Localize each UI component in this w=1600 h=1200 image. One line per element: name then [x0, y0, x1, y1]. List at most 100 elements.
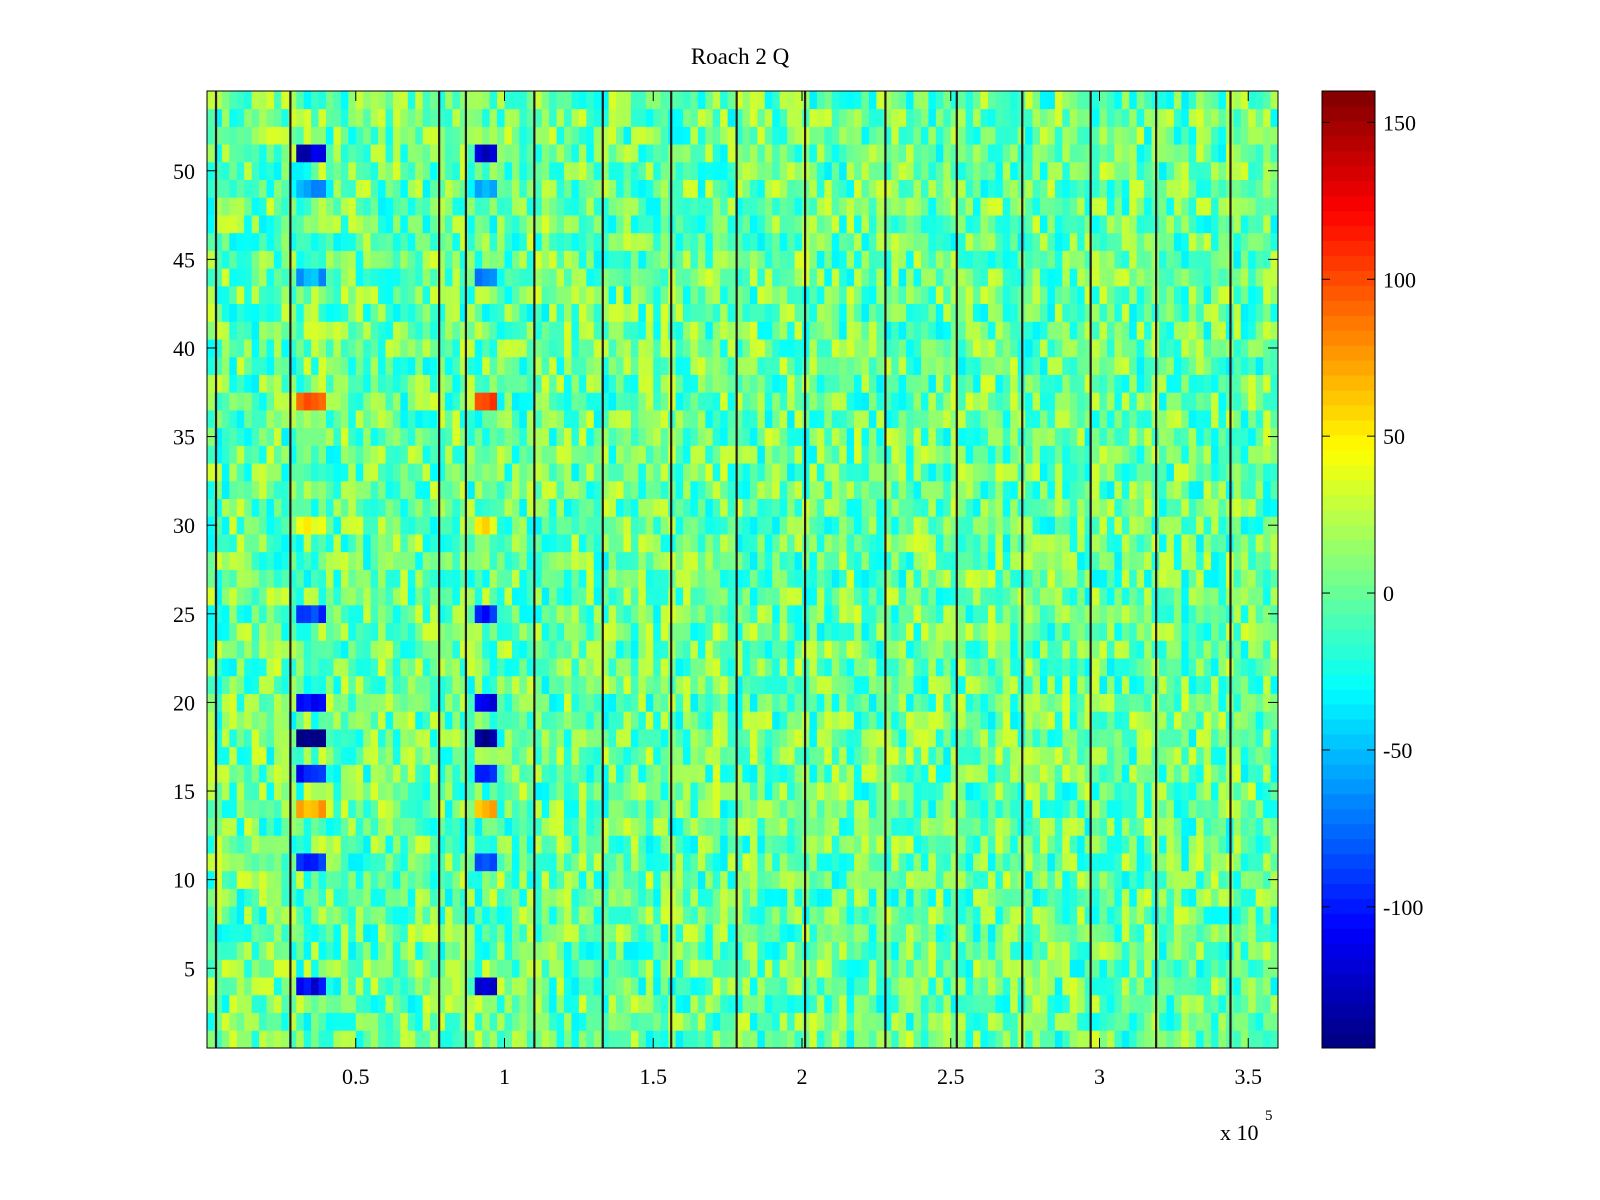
heatmap-cell: [846, 870, 855, 889]
heatmap-cell: [683, 817, 691, 836]
heatmap-cell: [541, 746, 550, 765]
heatmap-cell: [482, 1030, 491, 1049]
heatmap-cell: [370, 835, 379, 854]
heatmap-cell: [831, 1012, 840, 1031]
heatmap-cell: [459, 498, 468, 517]
heatmap-cell: [378, 923, 386, 943]
heatmap-cell: [526, 693, 535, 712]
heatmap-cell: [207, 711, 215, 730]
heatmap-cell: [288, 551, 297, 570]
heatmap-cell: [303, 1030, 312, 1049]
heatmap-cell: [1092, 870, 1100, 889]
heatmap-cell: [303, 977, 312, 996]
heatmap-cell: [980, 923, 989, 943]
heatmap-cell: [370, 817, 379, 836]
heatmap-cell: [311, 835, 319, 854]
heatmap-cell: [1002, 941, 1011, 960]
heatmap-cell: [1263, 711, 1271, 730]
heatmap-cell: [244, 551, 253, 570]
heatmap-cell: [578, 994, 587, 1013]
heatmap-cell: [854, 711, 862, 730]
heatmap-cell: [764, 977, 773, 996]
heatmap-cell: [430, 693, 438, 712]
heatmap-cell: [1040, 870, 1048, 889]
heatmap-cell: [995, 445, 1004, 464]
heatmap-cell: [705, 1012, 714, 1031]
heatmap-cell: [1233, 693, 1242, 712]
heatmap-cell: [1025, 534, 1033, 553]
heatmap-cell: [787, 870, 795, 889]
heatmap-cell: [883, 587, 892, 606]
heatmap-cell: [980, 445, 989, 464]
heatmap-cell: [326, 888, 334, 907]
heatmap-cell: [787, 1012, 795, 1031]
heatmap-cell: [831, 817, 840, 836]
heatmap-cell: [1121, 746, 1130, 765]
heatmap-cell: [400, 516, 409, 535]
heatmap-cell: [534, 746, 543, 765]
heatmap-cell: [935, 711, 944, 730]
heatmap-cell: [690, 782, 699, 801]
heatmap-cell: [1240, 764, 1249, 783]
heatmap-cell: [891, 516, 900, 535]
heatmap-cell: [787, 888, 795, 907]
heatmap-cell: [236, 835, 245, 854]
heatmap-cell: [742, 764, 751, 783]
heatmap-cell: [1032, 551, 1041, 570]
heatmap-cell: [571, 799, 580, 819]
heatmap-cell: [1099, 817, 1108, 836]
heatmap-cell: [943, 445, 952, 464]
heatmap-cell: [1159, 959, 1167, 978]
heatmap-cell: [950, 693, 959, 712]
heatmap-cell: [1025, 1012, 1033, 1031]
heatmap-cell: [437, 551, 446, 570]
heatmap-cell: [638, 746, 647, 765]
heatmap-cell: [1121, 658, 1130, 677]
heatmap-cell: [1240, 516, 1249, 535]
heatmap-cell: [1248, 799, 1257, 819]
heatmap-cell: [578, 977, 587, 996]
heatmap-cell: [623, 551, 632, 570]
heatmap-cell: [1166, 729, 1175, 748]
heatmap-cell: [824, 764, 833, 783]
heatmap-cell: [831, 640, 840, 659]
heatmap-cell: [995, 551, 1004, 570]
heatmap-cell: [497, 994, 505, 1013]
heatmap-cell: [653, 516, 662, 535]
heatmap-cell: [400, 729, 409, 748]
heatmap-cell: [318, 746, 327, 765]
heatmap-cell: [534, 427, 543, 446]
heatmap-cell: [459, 640, 468, 659]
heatmap-cell: [1211, 445, 1219, 464]
heatmap-cell: [950, 782, 959, 801]
heatmap-cell: [340, 516, 349, 535]
heatmap-cell: [1084, 534, 1093, 553]
heatmap-cell: [437, 622, 446, 641]
heatmap-cell: [1106, 906, 1115, 925]
heatmap-cell: [1025, 569, 1033, 588]
heatmap-cell: [764, 923, 773, 943]
heatmap-cell: [534, 675, 543, 694]
heatmap-cell: [296, 888, 305, 907]
heatmap-cell: [549, 622, 557, 641]
heatmap-cell: [593, 640, 602, 659]
heatmap-cell: [1255, 534, 1264, 553]
heatmap-cell: [794, 977, 803, 996]
heatmap-cell: [928, 480, 937, 500]
heatmap-cell: [229, 427, 238, 446]
heatmap-cell: [430, 445, 438, 464]
heatmap-cell: [898, 870, 907, 889]
heatmap-cell: [519, 799, 528, 819]
heatmap-cell: [973, 1012, 981, 1031]
heatmap-cell: [207, 994, 215, 1013]
heatmap-cell: [742, 569, 751, 588]
heatmap-cell: [846, 516, 855, 535]
heatmap-cell: [1099, 853, 1108, 872]
heatmap-cell: [705, 888, 714, 907]
heatmap-cell: [1084, 870, 1093, 889]
heatmap-cell: [913, 782, 922, 801]
heatmap-cell: [720, 870, 729, 889]
heatmap-cell: [1218, 817, 1227, 836]
heatmap-cell: [1248, 658, 1257, 677]
heatmap-cell: [593, 782, 602, 801]
